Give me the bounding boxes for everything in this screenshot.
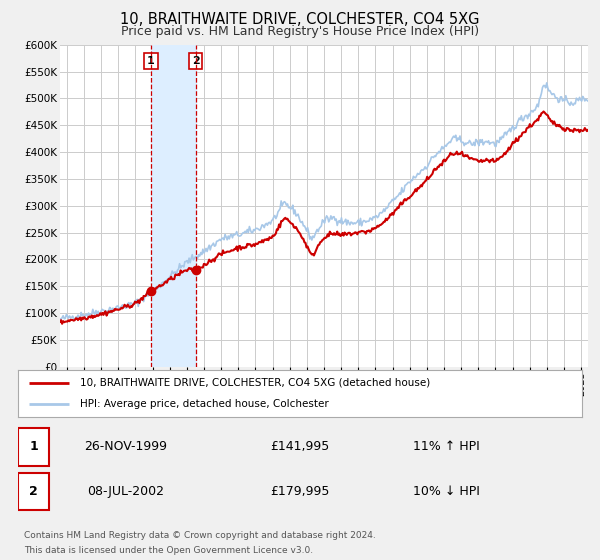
Text: 1: 1 (147, 56, 155, 66)
Text: 11% ↑ HPI: 11% ↑ HPI (413, 440, 480, 453)
Text: Contains HM Land Registry data © Crown copyright and database right 2024.: Contains HM Land Registry data © Crown c… (24, 531, 376, 540)
Text: 10, BRAITHWAITE DRIVE, COLCHESTER, CO4 5XG: 10, BRAITHWAITE DRIVE, COLCHESTER, CO4 5… (120, 12, 480, 27)
Text: 2: 2 (192, 56, 200, 66)
Text: This data is licensed under the Open Government Licence v3.0.: This data is licensed under the Open Gov… (24, 546, 313, 555)
Text: 1: 1 (29, 440, 38, 453)
Text: 10% ↓ HPI: 10% ↓ HPI (413, 485, 480, 498)
Text: 26-NOV-1999: 26-NOV-1999 (83, 440, 167, 453)
Text: £141,995: £141,995 (271, 440, 329, 453)
Bar (18, 428, 49, 465)
Text: 2: 2 (29, 485, 38, 498)
Text: HPI: Average price, detached house, Colchester: HPI: Average price, detached house, Colc… (80, 399, 329, 409)
Text: £179,995: £179,995 (271, 485, 329, 498)
Text: 10, BRAITHWAITE DRIVE, COLCHESTER, CO4 5XG (detached house): 10, BRAITHWAITE DRIVE, COLCHESTER, CO4 5… (80, 378, 430, 388)
Bar (151, 45, 196, 367)
Bar (18, 473, 49, 510)
Text: 08-JUL-2002: 08-JUL-2002 (86, 485, 164, 498)
Text: Price paid vs. HM Land Registry's House Price Index (HPI): Price paid vs. HM Land Registry's House … (121, 25, 479, 38)
